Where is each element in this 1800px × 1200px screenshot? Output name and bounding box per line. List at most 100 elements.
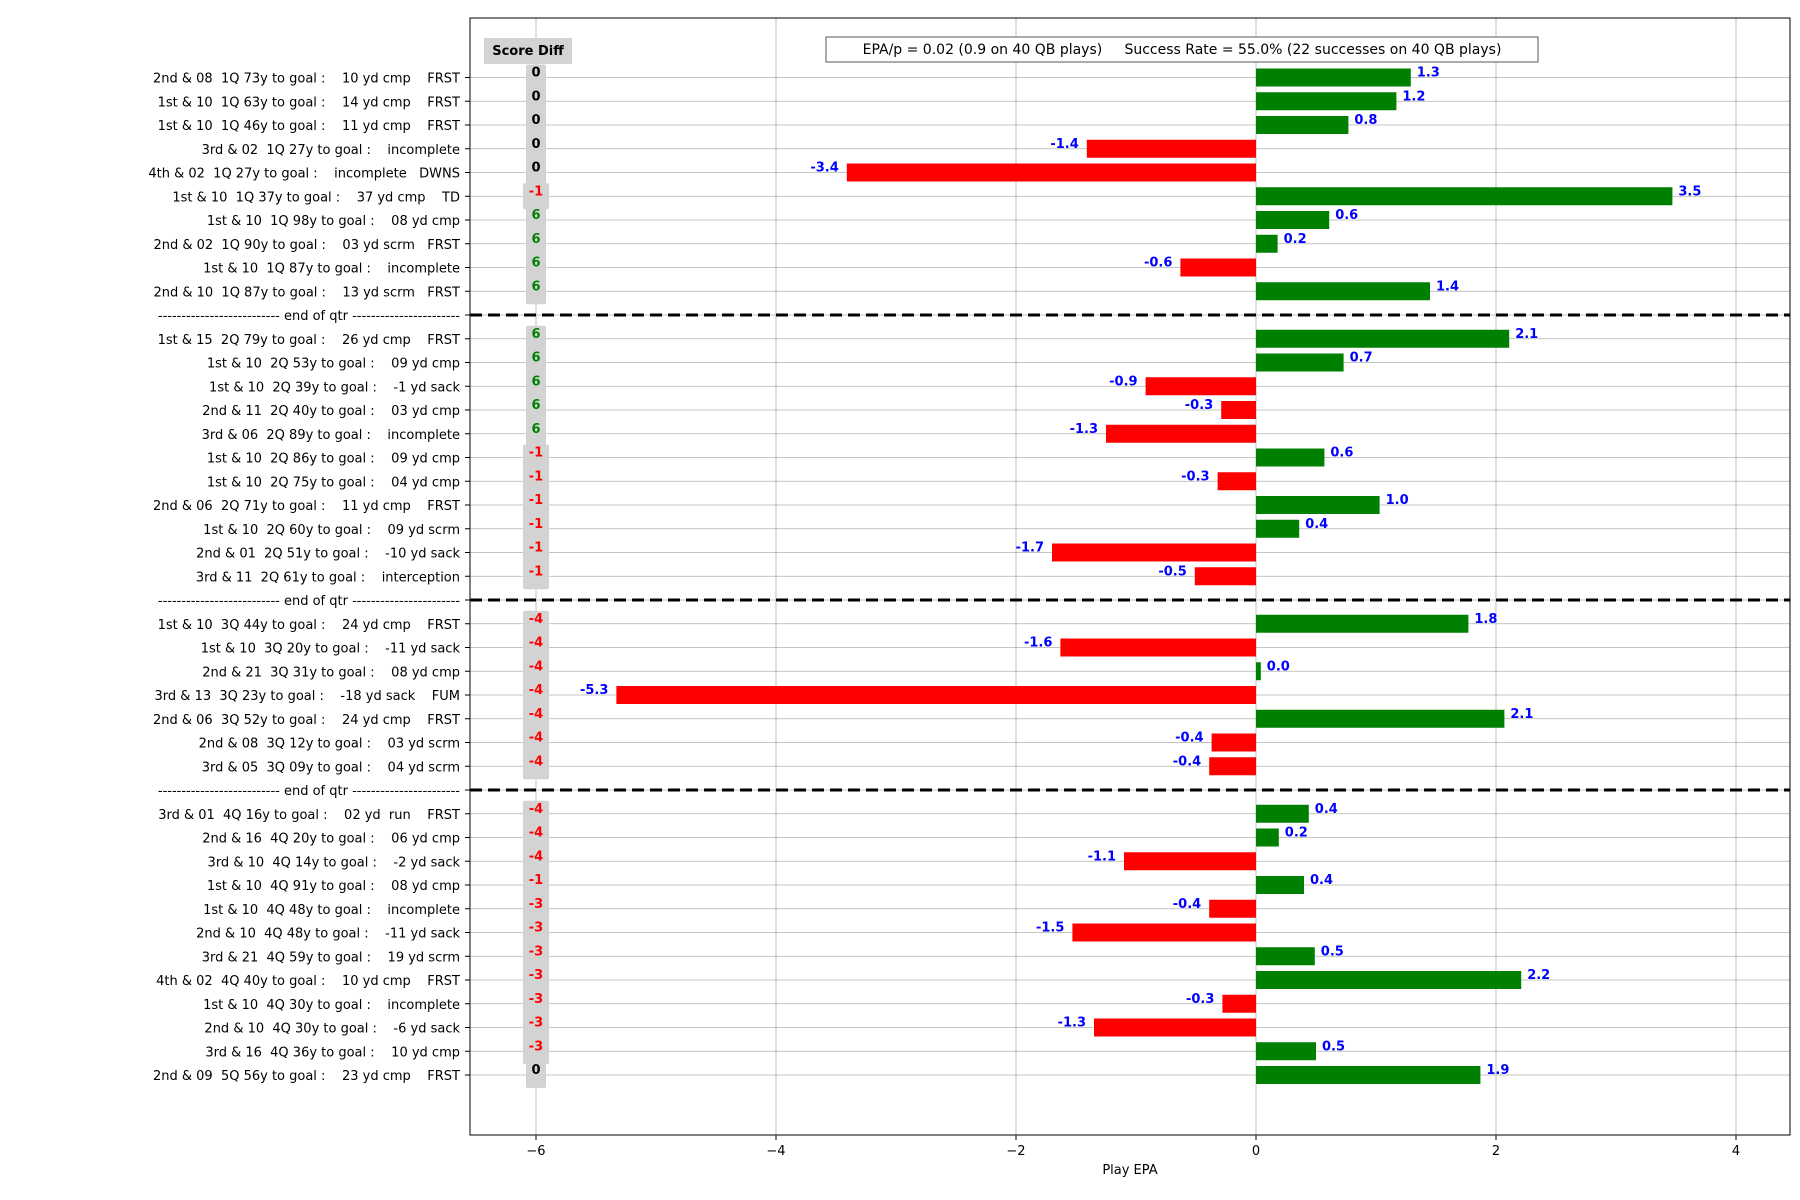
play-label: 2nd & 08 1Q 73y to goal : 10 yd cmp FRST [153, 72, 460, 87]
bar-value-label: 1.8 [1474, 612, 1497, 627]
bar-value-label: -0.9 [1109, 374, 1137, 389]
epa-bar [1256, 876, 1304, 894]
score-diff-background [523, 800, 549, 875]
play-label: 1st & 15 2Q 79y to goal : 26 yd cmp FRST [158, 333, 460, 348]
score-diff-value: -4 [529, 683, 543, 698]
epa-bar [1256, 116, 1349, 134]
epa-bar [1256, 804, 1309, 823]
x-tick-label: −4 [766, 1144, 785, 1159]
play-label: 3rd & 01 4Q 16y to goal : 02 yd run FRST [158, 808, 460, 823]
play-label: 3rd & 16 4Q 36y to goal : 10 yd cmp [205, 1045, 460, 1060]
epa-bar [1256, 662, 1261, 681]
bar-value-label: 1.3 [1417, 66, 1440, 81]
epa-bar [1256, 709, 1505, 728]
epa-bar [1256, 187, 1673, 206]
play-label: 1st & 10 2Q 60y to goal : 09 yd scrm [203, 523, 460, 538]
score-diff-value: -4 [529, 849, 543, 864]
bar-value-label: -0.5 [1158, 564, 1186, 579]
annotation-text: EPA/p = 0.02 (0.9 on 40 QB plays) Succes… [863, 42, 1502, 58]
epa-bar [1209, 757, 1256, 776]
bar-value-label: -3.4 [810, 161, 838, 176]
bar-value-label: -1.1 [1088, 849, 1116, 864]
x-ticks: −6 −4 −2 0 2 4 [526, 1135, 1740, 1159]
score-diff-value: 0 [531, 161, 540, 176]
quarter-separator-label: -------------------------- end of qtr --… [158, 309, 460, 324]
score-diff-value: -4 [529, 612, 543, 627]
score-diff-header-box [484, 38, 572, 64]
bar-value-label: 3.5 [1678, 184, 1701, 199]
score-diff-value: -1 [529, 493, 543, 508]
x-tick-label: 2 [1492, 1144, 1500, 1159]
score-diff-value: -3 [529, 897, 543, 912]
play-label: 2nd & 11 2Q 40y to goal : 03 yd cmp [202, 404, 460, 419]
score-diff-value: 6 [531, 351, 540, 366]
play-label: 1st & 10 2Q 53y to goal : 09 yd cmp [207, 357, 460, 372]
score-diff-background [523, 610, 549, 780]
bar-value-label: -0.3 [1181, 469, 1209, 484]
score-diff-value: 6 [531, 327, 540, 342]
score-diff-value: -1 [529, 184, 543, 199]
score-diff-value: -1 [529, 446, 543, 461]
score-diff-value: -1 [529, 564, 543, 579]
epa-bar [1094, 1018, 1256, 1037]
score-diff-value: 0 [531, 113, 540, 128]
score-diff-background [523, 444, 549, 590]
bar-value-label: 0.4 [1305, 517, 1328, 532]
x-tick-label: 0 [1252, 1144, 1260, 1159]
play-label: 4th & 02 1Q 27y to goal : incomplete DWN… [148, 167, 460, 182]
quarter-separator-label: -------------------------- end of qtr --… [158, 594, 460, 609]
play-label: 1st & 10 1Q 46y to goal : 11 yd cmp FRST [158, 119, 460, 134]
x-tick-label: 4 [1732, 1144, 1740, 1159]
score-diff-value: 0 [531, 66, 540, 81]
score-diff-background [526, 64, 546, 186]
play-label: 4th & 02 4Q 40y to goal : 10 yd cmp FRST [156, 974, 460, 989]
quarter-separators [470, 313, 1790, 792]
bar-value-label: 0.4 [1315, 802, 1338, 817]
score-diff-background [523, 183, 549, 210]
play-label: 1st & 10 4Q 48y to goal : incomplete [203, 903, 460, 918]
play-label: 1st & 10 1Q 37y to goal : 37 yd cmp TD [172, 190, 460, 205]
epa-bar [846, 163, 1256, 182]
x-tick-label: −2 [1006, 1144, 1025, 1159]
bar-value-label: -1.3 [1070, 422, 1098, 437]
bar-value-label: -0.4 [1175, 731, 1203, 746]
score-diff-background [526, 1062, 546, 1088]
bar-value-label: -0.4 [1173, 897, 1201, 912]
play-label: 3rd & 13 3Q 23y to goal : -18 yd sack FU… [155, 689, 460, 704]
score-diff-value: 6 [531, 422, 540, 437]
epa-bar [1060, 638, 1256, 657]
bar-value-label: 0.2 [1285, 826, 1308, 841]
grid-layer [470, 18, 1790, 1135]
play-label: 2nd & 08 3Q 12y to goal : 03 yd scrm [199, 737, 460, 752]
score-diff-value: -4 [529, 826, 543, 841]
score-diff-value: 6 [531, 232, 540, 247]
score-diff-value: 6 [531, 279, 540, 294]
y-tick-labels: 2nd & 08 1Q 73y to goal : 10 yd cmp FRST… [148, 72, 470, 1084]
play-label: 2nd & 10 4Q 48y to goal : -11 yd sack [196, 927, 460, 942]
score-diff-value: 6 [531, 398, 540, 413]
bar-value-label: -0.6 [1144, 256, 1172, 271]
epa-bar [1209, 899, 1256, 918]
epa-bar [1256, 329, 1510, 348]
quarter-separator-label: -------------------------- end of qtr --… [158, 784, 460, 799]
bar-value-label: 0.6 [1335, 208, 1358, 223]
bar-value-label: -0.3 [1186, 992, 1214, 1007]
play-label: 3rd & 06 2Q 89y to goal : incomplete [202, 428, 460, 443]
epa-bar [1145, 377, 1256, 396]
play-label: 1st & 10 1Q 98y to goal : 08 yd cmp [207, 214, 460, 229]
score-diff-value: -4 [529, 707, 543, 722]
epa-bar [616, 686, 1256, 704]
score-diff-background [523, 872, 549, 898]
score-diff-value: -1 [529, 469, 543, 484]
epa-bar [1211, 733, 1256, 752]
annotation-box [825, 36, 1539, 63]
epa-bar [1256, 971, 1522, 989]
score-diff-background [526, 325, 546, 447]
epa-bar [1256, 448, 1325, 467]
play-label: 1st & 10 2Q 39y to goal : -1 yd sack [209, 380, 460, 395]
epa-bar [1124, 852, 1256, 871]
epa-bar [1256, 519, 1300, 538]
bar-value-label: -0.3 [1185, 398, 1213, 413]
play-label: 2nd & 06 3Q 52y to goal : 24 yd cmp FRST [153, 713, 460, 728]
